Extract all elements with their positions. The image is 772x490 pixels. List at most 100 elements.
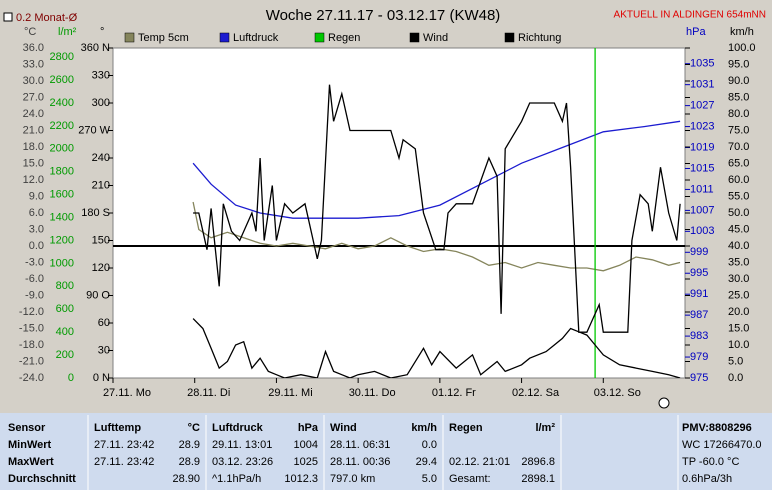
status: AKTUELL IN ALDINGEN 654mNN bbox=[614, 10, 766, 21]
y-tick-label: 5.0 bbox=[728, 355, 743, 367]
y-tick-label: 400 bbox=[56, 326, 74, 338]
table-cell: 28.11. 00:36 bbox=[330, 456, 390, 468]
y-tick-label: 1600 bbox=[50, 189, 74, 201]
y-tick-label: 979 bbox=[690, 351, 708, 363]
table-header: Sensor bbox=[8, 422, 46, 434]
axis-label: km/h bbox=[730, 26, 754, 38]
table-cell: ^1.1hPa/h bbox=[212, 473, 261, 485]
series-line bbox=[192, 318, 681, 378]
axis-label: l/m² bbox=[58, 26, 77, 38]
y-tick-label: 1031 bbox=[690, 79, 714, 91]
table-header: hPa bbox=[298, 422, 319, 434]
table-cell: 29.11. 13:01 bbox=[212, 439, 272, 451]
series-line bbox=[192, 201, 681, 272]
table-side: WC 17266470.0 bbox=[682, 439, 762, 451]
y-tick-label: 35.0 bbox=[728, 256, 749, 268]
y-tick-label: -21.0 bbox=[19, 355, 44, 367]
y-tick-label: 30 bbox=[98, 344, 110, 356]
y-tick-label: 10.0 bbox=[728, 339, 749, 351]
x-tick-label: 02.12. Sa bbox=[512, 387, 560, 399]
y-tick-label: 36.0 bbox=[23, 42, 44, 54]
y-tick-label: 90 O bbox=[86, 289, 110, 301]
table-cell: 1012.3 bbox=[284, 473, 318, 485]
y-tick-label: 360 N bbox=[81, 42, 110, 54]
y-tick-label: 300 bbox=[92, 97, 110, 109]
table-header: km/h bbox=[411, 422, 437, 434]
y-tick-label: 983 bbox=[690, 330, 708, 342]
y-tick-label: -18.0 bbox=[19, 339, 44, 351]
legend-swatch bbox=[124, 32, 135, 43]
y-tick-label: 25.0 bbox=[728, 289, 749, 301]
chart-title: Woche 27.11.17 - 03.12.17 (KW48) bbox=[266, 7, 501, 24]
plot bbox=[113, 48, 685, 378]
x-tick-label: 27.11. Mo bbox=[103, 387, 151, 399]
legend-swatch bbox=[219, 32, 230, 43]
y-tick-label: 9.0 bbox=[29, 190, 44, 202]
y-tick-label: 15.0 bbox=[23, 157, 44, 169]
y-tick-label: 3.0 bbox=[29, 223, 44, 235]
table-header: Lufttemp bbox=[94, 422, 141, 434]
y-tick-label: 1035 bbox=[690, 58, 714, 70]
y-tick-label: 975 bbox=[690, 372, 708, 384]
y-tick-label: 2600 bbox=[50, 74, 74, 86]
y-tick-label: 1027 bbox=[690, 100, 714, 112]
y-tick-label: 75.0 bbox=[728, 124, 749, 136]
legend-label: Richtung bbox=[518, 32, 561, 44]
y-tick-label: 30.0 bbox=[728, 273, 749, 285]
table-cell: 03.12. 23:26 bbox=[212, 456, 273, 468]
y-tick-label: 40.0 bbox=[728, 240, 749, 252]
y-tick-label: 2000 bbox=[50, 143, 74, 155]
row-label: Durchschnitt bbox=[8, 473, 76, 485]
y-tick-label: 330 bbox=[92, 69, 110, 81]
checkbox[interactable] bbox=[3, 12, 13, 22]
table-cell: 28.9 bbox=[179, 456, 200, 468]
x-tick-label: 01.12. Fr bbox=[432, 387, 476, 399]
y-tick-label: 50.0 bbox=[728, 207, 749, 219]
y-tick-label: 987 bbox=[690, 309, 708, 321]
y-tick-label: 2200 bbox=[50, 120, 74, 132]
series-line bbox=[192, 120, 681, 219]
y-tick-label: 1011 bbox=[690, 183, 714, 195]
table-header: Luftdruck bbox=[212, 422, 264, 434]
y-tick-label: 45.0 bbox=[728, 223, 749, 235]
y-tick-label: 270 W bbox=[78, 124, 110, 136]
x-tick-label: 29.11. Mi bbox=[268, 387, 312, 399]
table-header: Wind bbox=[330, 422, 357, 434]
y-tick-label: 200 bbox=[56, 349, 74, 361]
axis-label: °C bbox=[24, 26, 36, 38]
y-tick-label: 95.0 bbox=[728, 58, 749, 70]
y-tick-label: 120 bbox=[92, 262, 110, 274]
y-tick-label: 0.0 bbox=[29, 240, 44, 252]
y-tick-label: 210 bbox=[92, 179, 110, 191]
table-header: PMV:8808296 bbox=[682, 422, 752, 434]
checkbox-label[interactable]: 0.2 Monat-Ø bbox=[16, 12, 78, 24]
table-cell: 27.11. 23:42 bbox=[94, 456, 154, 468]
y-tick-label: 1007 bbox=[690, 204, 714, 216]
y-tick-label: 1015 bbox=[690, 162, 714, 174]
y-tick-label: 100.0 bbox=[728, 42, 756, 54]
axis-label: ° bbox=[100, 26, 104, 38]
legend-label: Temp 5cm bbox=[138, 32, 189, 44]
y-tick-label: 0 bbox=[68, 372, 74, 384]
y-tick-label: 6.0 bbox=[29, 207, 44, 219]
y-tick-label: 991 bbox=[690, 288, 708, 300]
legend-label: Regen bbox=[328, 32, 360, 44]
y-tick-label: 240 bbox=[92, 152, 110, 164]
y-tick-label: 995 bbox=[690, 267, 708, 279]
y-tick-label: 999 bbox=[690, 246, 708, 258]
row-label: MinWert bbox=[8, 439, 52, 451]
scroll-icon[interactable] bbox=[658, 397, 670, 409]
legend-label: Wind bbox=[423, 32, 448, 44]
y-tick-label: 800 bbox=[56, 280, 74, 292]
y-tick-label: 60 bbox=[98, 317, 110, 329]
y-tick-label: 33.0 bbox=[23, 58, 44, 70]
x-tick-label: 28.11. Di bbox=[187, 387, 230, 399]
plot-area bbox=[112, 47, 686, 379]
y-tick-label: -9.0 bbox=[25, 289, 44, 301]
y-tick-label: 20.0 bbox=[728, 306, 749, 318]
y-tick-label: 21.0 bbox=[23, 124, 44, 136]
y-tick-label: 90.0 bbox=[728, 75, 749, 87]
y-tick-label: 55.0 bbox=[728, 190, 749, 202]
table-cell: 27.11. 23:42 bbox=[94, 439, 154, 451]
y-tick-label: 1800 bbox=[50, 166, 74, 178]
